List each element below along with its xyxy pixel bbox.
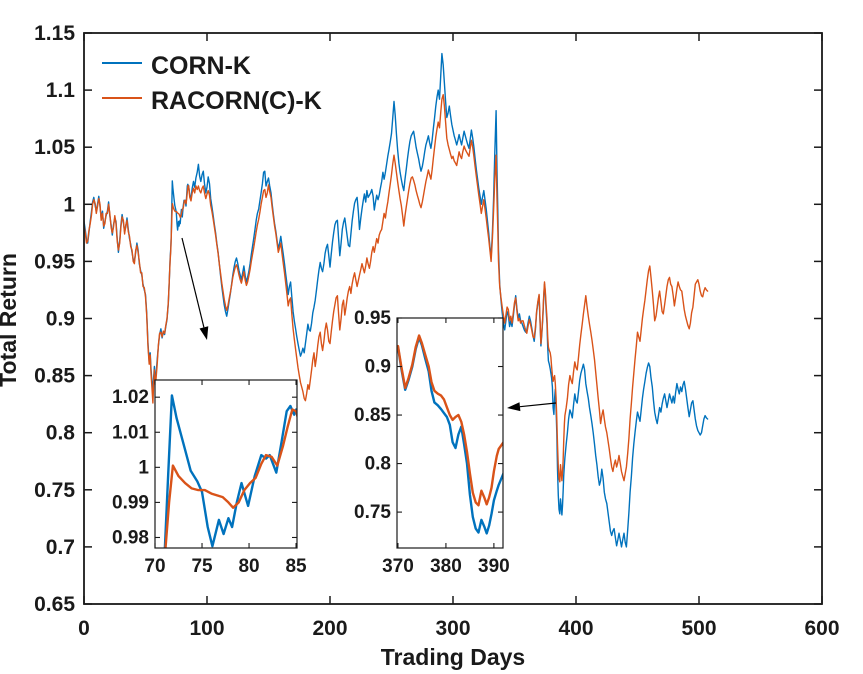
inset-days-70-85-corn-k-line: [163, 394, 297, 548]
y-tick-label: 0.8: [46, 422, 76, 445]
inset-y-tick-label: 0.95: [354, 308, 391, 329]
x-axis-label: Trading Days: [381, 644, 525, 670]
inset-days-370-391-series-layer: [397, 334, 503, 535]
legend-label-racorn-c-k: RACORN(C)-K: [151, 87, 322, 115]
inset-x-tick-label: 75: [191, 556, 213, 577]
x-tick-label: 400: [558, 617, 593, 640]
x-tick-label: 200: [312, 617, 347, 640]
inset-days-70-85-box: [154, 379, 298, 549]
inset-days-70-85: 70 75 80 85 0.98 0.99 1 1.01 1.02: [112, 379, 307, 577]
y-tick-label: 0.65: [34, 593, 75, 616]
inset-y-tick-label: 1.02: [112, 387, 149, 408]
annotation-arrow-2: [507, 402, 557, 412]
legend: CORN-K RACORN(C)-K: [102, 52, 322, 115]
x-tick-label: 100: [189, 617, 224, 640]
inset-y-tick-label: 0.75: [354, 502, 391, 523]
inset-y-tick-label: 0.8: [365, 454, 391, 475]
y-tick-label: 0.85: [34, 365, 75, 388]
inset-days-70-85-racorn-c-k-line: [164, 408, 297, 548]
inset-days-370-391-racorn-c-k-line: [397, 334, 503, 507]
inset-y-tick-label: 0.9: [365, 357, 391, 378]
x-tick-label: 500: [681, 617, 716, 640]
inset-days-370-391: 370 380 390 0.75 0.8 0.85 0.9 0.95: [354, 308, 510, 577]
main-series-layer: [84, 52, 709, 548]
x-tick-label: 600: [804, 617, 839, 640]
racorn-c-k-line: [84, 93, 709, 483]
inset-x-tick-label: 85: [285, 556, 307, 577]
y-tick-label: 0.75: [34, 479, 75, 502]
y-axis-label: Total Return: [0, 253, 21, 387]
inset-x-tick-label: 380: [430, 556, 462, 577]
arrow-shaft: [181, 237, 205, 328]
y-tick-label: 1.05: [34, 136, 75, 159]
inset-y-tick-label: 0.85: [354, 405, 391, 426]
arrow-head: [507, 402, 521, 412]
y-tick-label: 0.7: [46, 536, 75, 559]
arrow-shaft: [519, 402, 557, 408]
inset-days-370-391-box: [396, 317, 504, 549]
legend-label-corn-k: CORN-K: [151, 52, 251, 80]
inset-x-tick-label: 80: [238, 556, 259, 577]
y-tick-label: 0.9: [46, 308, 75, 331]
inset-y-tick-label: 0.98: [112, 527, 149, 548]
chart-generated-layer: 0 100 200 300 400 500 600 0.65 0.7 0.75 0.8 0.85 0.9…: [34, 22, 839, 640]
inset-y-tick-label: 1: [138, 457, 149, 478]
annotation-arrow-1: [181, 237, 209, 340]
y-tick-label: 1: [63, 193, 75, 216]
x-tick-label: 0: [78, 617, 90, 640]
inset-x-tick-label: 70: [144, 556, 165, 577]
main-axes: 0 100 200 300 400 500 600 0.65 0.7 0.75 0.8 0.85 0.9…: [34, 22, 839, 640]
inset-x-tick-label: 390: [478, 556, 510, 577]
y-tick-label: 0.95: [34, 250, 75, 273]
y-tick-label: 1.15: [34, 22, 75, 45]
arrow-head: [199, 326, 209, 340]
y-tick-label: 1.1: [46, 79, 76, 102]
inset-y-tick-label: 1.01: [112, 422, 149, 443]
inset-x-tick-label: 370: [382, 556, 414, 577]
inset-y-tick-label: 0.99: [112, 492, 149, 513]
x-tick-label: 300: [435, 617, 470, 640]
inset-days-70-85-series-layer: [163, 394, 297, 548]
